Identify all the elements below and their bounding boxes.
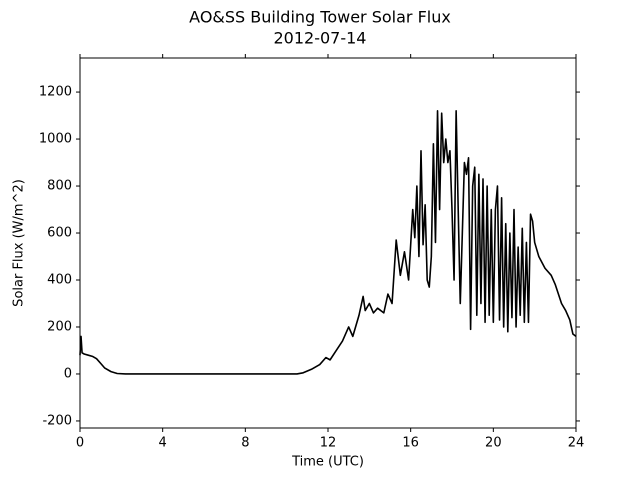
x-tick-label: 8 — [241, 436, 249, 451]
chart-title: AO&SS Building Tower Solar Flux — [189, 8, 451, 27]
y-axis-label: Solar Flux (W/m^2) — [12, 179, 27, 307]
chart-subtitle: 2012-07-14 — [274, 29, 367, 48]
y-tick-label: 0 — [64, 366, 72, 381]
flux-line — [79, 110, 577, 375]
y-tick-label: 1000 — [39, 132, 72, 147]
y-tick-label: 800 — [47, 179, 72, 194]
x-tick-label: 24 — [568, 436, 585, 451]
x-tick-label: 0 — [76, 436, 84, 451]
x-tick-label: 16 — [402, 436, 419, 451]
x-tick-label: 20 — [485, 436, 502, 451]
plot-frame — [79, 57, 577, 429]
y-tick-label: 1200 — [39, 85, 72, 100]
x-tick-label: 12 — [320, 436, 337, 451]
y-tick-label: -200 — [42, 413, 72, 428]
x-tick-label: 4 — [159, 436, 167, 451]
y-tick-label: 400 — [47, 273, 72, 288]
y-tick-label: 600 — [47, 226, 72, 241]
x-axis-label: Time (UTC) — [291, 455, 364, 470]
y-tick-label: 200 — [47, 319, 72, 334]
